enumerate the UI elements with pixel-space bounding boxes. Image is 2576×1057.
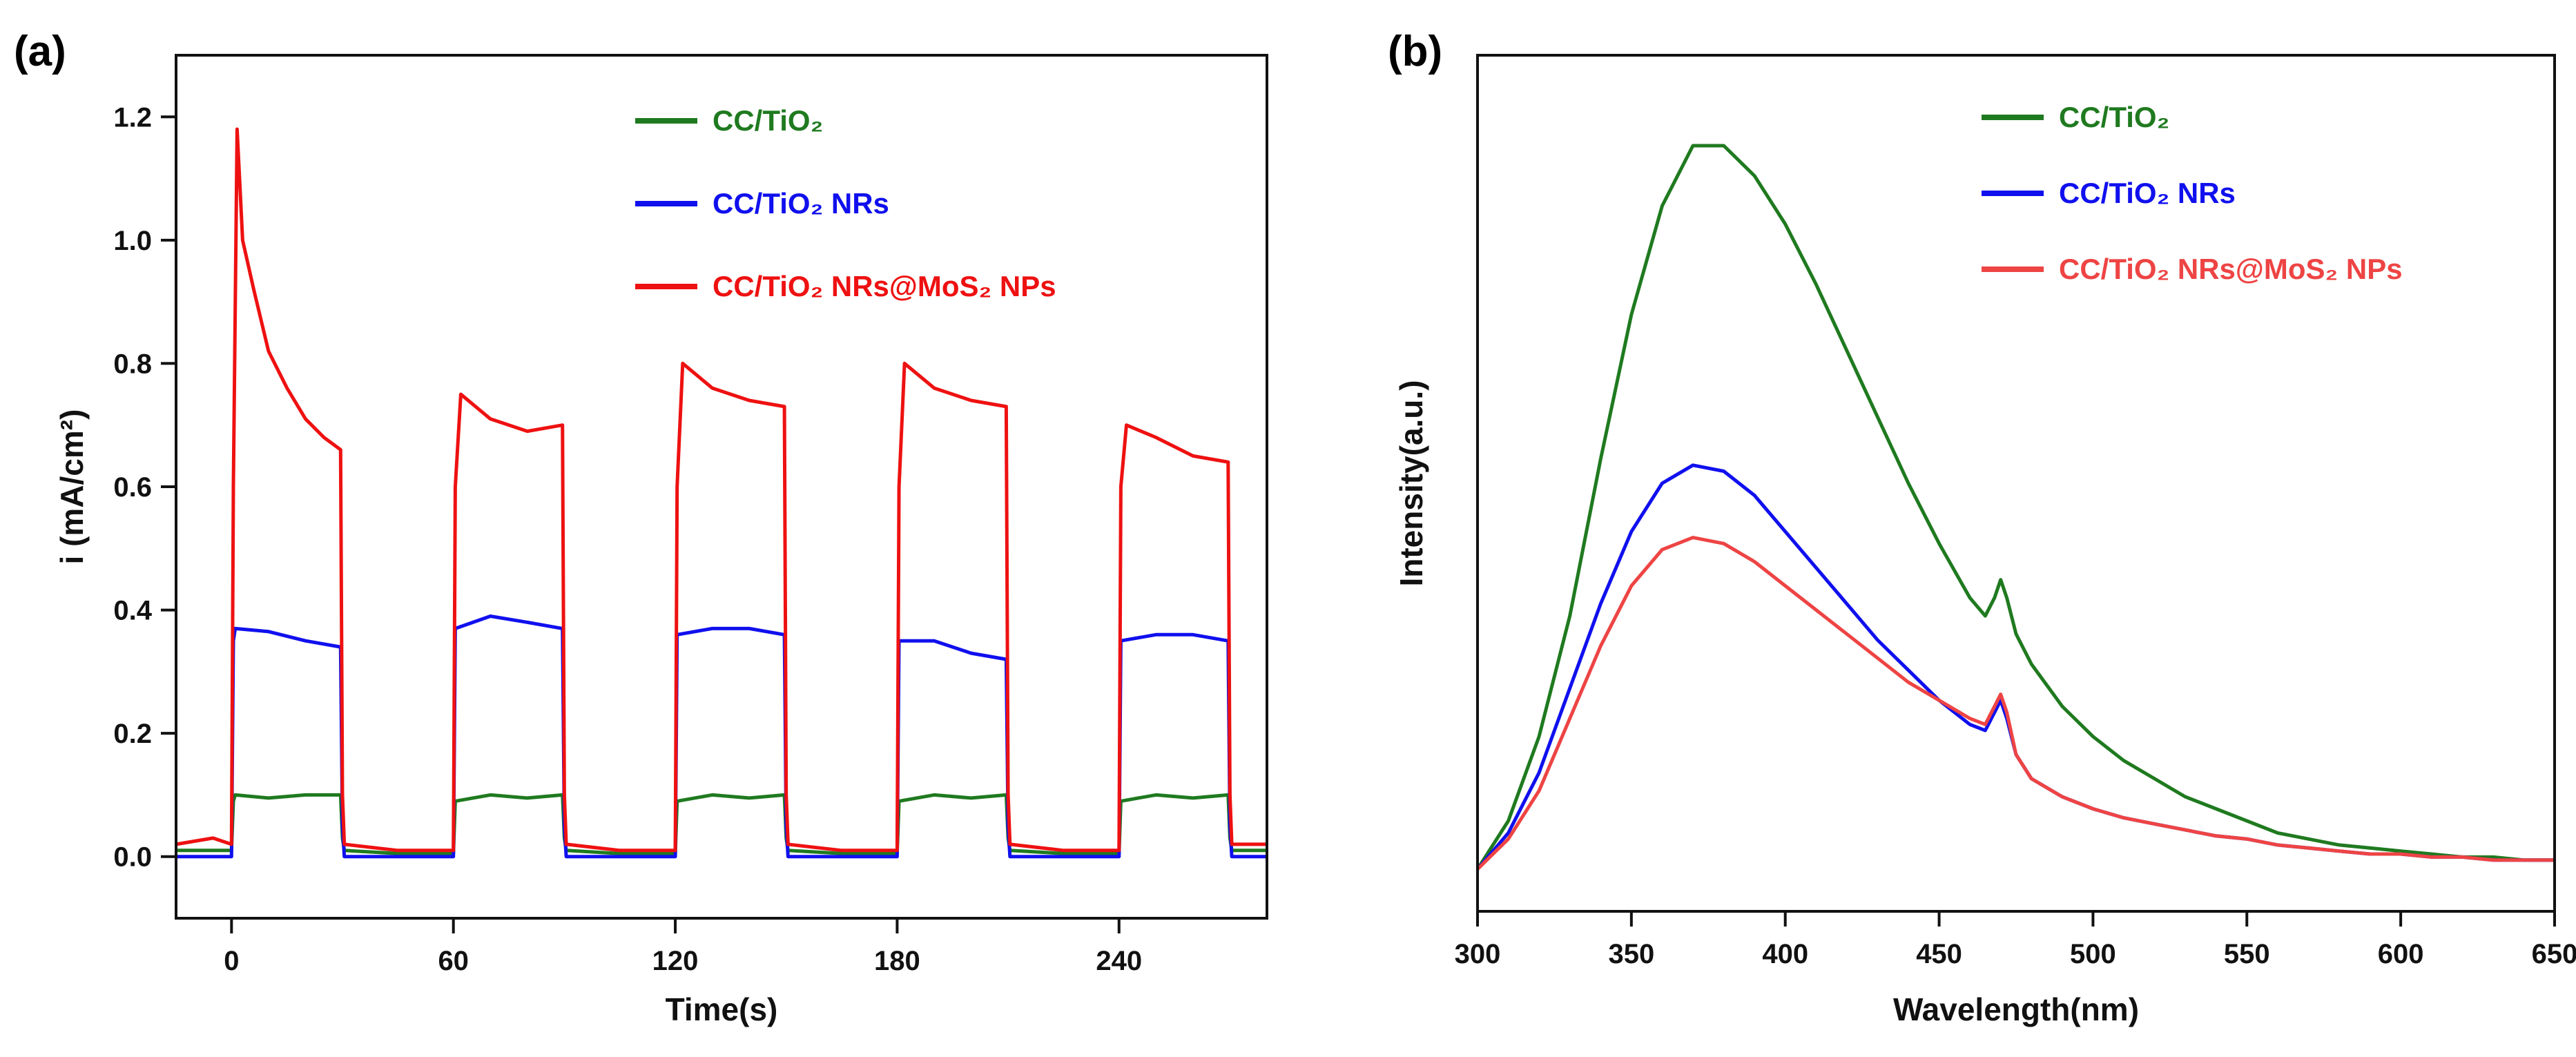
x-tick-label: 600 [2378,939,2424,969]
y-tick-label: 0.0 [113,842,152,873]
y-tick-label: 0.2 [113,719,152,749]
legend-label: CC/TiO₂ NRs [713,187,889,220]
axis-ticks-a: 0 60 120 180 240 0.0 0.2 0.4 0.6 0.8 1.0 1.2 [113,102,1142,976]
y-tick-label: 1.0 [113,226,152,256]
x-tick-label: 120 [652,946,699,976]
y-tick-label: 0.6 [113,472,152,503]
legend-label: CC/TiO₂ NRs [2059,177,2236,209]
x-tick-label: 60 [438,946,469,976]
series-group-a [177,127,1266,859]
panel-label-a: (a) [14,28,66,75]
x-tick-label: 500 [2070,939,2116,969]
legend-label: CC/TiO₂ [713,104,823,137]
x-axis-title-b: Wavelength(nm) [1893,991,2139,1027]
legend-label: CC/TiO₂ [2059,101,2169,133]
legend-b: CC/TiO₂ CC/TiO₂ NRs CC/TiO₂ NRs@MoS₂ NPs [1982,101,2403,285]
series-line-3 [177,127,1266,853]
legend-label: CC/TiO₂ NRs@MoS₂ NPs [2059,253,2403,285]
series-group-b [1479,144,2553,871]
x-axis-title-a: Time(s) [666,991,778,1027]
y-tick-label: 1.2 [113,102,152,133]
axis-ticks-b: 300 350 400 450 500 550 600 650 [1455,911,2576,969]
x-tick-label: 240 [1096,946,1142,976]
y-axis-title-b: Intensity(a.u.) [1393,380,1429,586]
panel-label-b: (b) [1388,28,1442,75]
x-tick-label: 180 [874,946,920,976]
x-tick-label: 550 [2224,939,2270,969]
legend-a: CC/TiO₂ CC/TiO₂ NRs CC/TiO₂ NRs@MoS₂ NPs [635,104,1056,302]
x-tick-label: 0 [224,946,239,976]
y-axis-title-a: i (mA/cm²) [54,409,90,565]
legend-label: CC/TiO₂ NRs@MoS₂ NPs [713,270,1056,302]
series-line-3 [1479,536,2553,871]
x-tick-label: 450 [1916,939,1962,969]
x-tick-label: 650 [2532,939,2576,969]
x-tick-label: 350 [1608,939,1654,969]
y-tick-label: 0.4 [113,596,152,626]
plot-frame-b [1476,54,2556,913]
x-tick-label: 400 [1762,939,1808,969]
series-line-1 [1479,144,2553,871]
panel-b: (b) 300 350 400 450 500 550 600 650 Wavelength(… [1388,28,2576,1027]
x-tick-label: 300 [1455,939,1501,969]
panel-a: (a) 0 60 120 180 240 0.0 0.2 0.4 0.6 0.8 1.0 1.2 Ti… [14,28,1268,1027]
y-tick-label: 0.8 [113,349,152,379]
